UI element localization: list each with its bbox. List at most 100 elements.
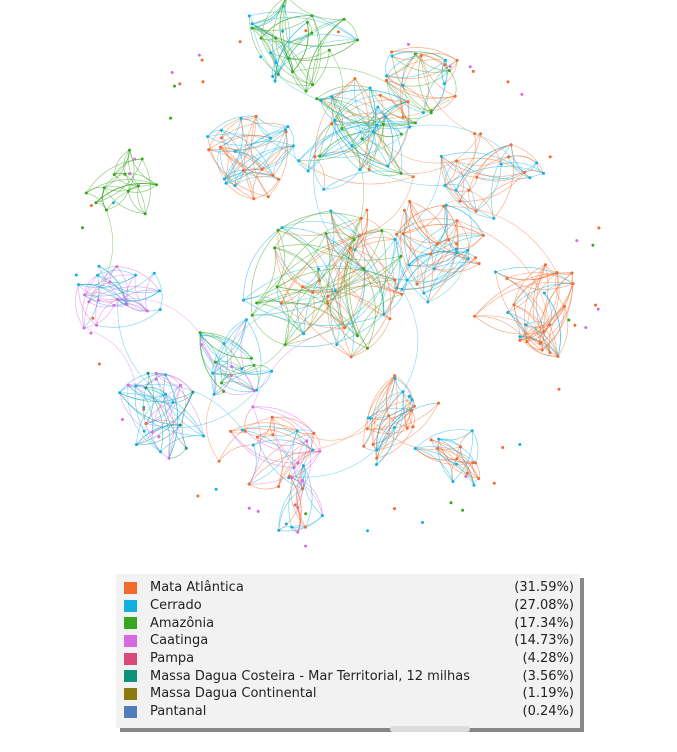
graph-edge bbox=[277, 255, 402, 292]
legend-percent: (14.73%) bbox=[514, 633, 574, 649]
graph-edge bbox=[456, 235, 484, 250]
network-graph bbox=[74, 0, 601, 548]
graph-node bbox=[320, 514, 324, 518]
graph-edge bbox=[372, 101, 409, 133]
graph-node bbox=[509, 143, 513, 147]
graph-edge bbox=[221, 381, 255, 391]
graph-node bbox=[405, 278, 409, 282]
graph-edge bbox=[243, 230, 279, 301]
graph-edge bbox=[225, 129, 286, 184]
graph-edge bbox=[313, 432, 321, 452]
graph-edge bbox=[86, 187, 105, 194]
graph-edge bbox=[274, 244, 364, 269]
graph-node bbox=[448, 65, 452, 69]
legend-item-pantanal: Pantanal (0.24%) bbox=[124, 703, 580, 721]
graph-edges bbox=[75, 0, 574, 533]
graph-edge bbox=[320, 99, 410, 130]
graph-edge bbox=[341, 128, 388, 167]
graph-node bbox=[297, 159, 301, 163]
graph-edge bbox=[181, 392, 194, 449]
graph-node bbox=[358, 168, 362, 172]
graph-edge bbox=[127, 383, 147, 389]
graph-node bbox=[406, 100, 410, 104]
graph-node bbox=[492, 481, 496, 485]
graph-edge bbox=[376, 391, 404, 465]
graph-edge bbox=[316, 85, 371, 99]
graph-node bbox=[366, 529, 369, 533]
graph-edge bbox=[296, 465, 306, 528]
graph-edge bbox=[307, 120, 336, 172]
graph-edge bbox=[456, 160, 544, 180]
graph-edge bbox=[156, 373, 194, 393]
graph-edge bbox=[255, 116, 271, 139]
graph-edge bbox=[373, 131, 457, 164]
graph-node bbox=[143, 212, 147, 216]
graph-node bbox=[542, 330, 546, 333]
graph-edge bbox=[330, 210, 351, 249]
graph-node bbox=[146, 371, 150, 375]
graph-node bbox=[252, 389, 256, 393]
graph-edge bbox=[153, 273, 163, 310]
graph-node bbox=[128, 148, 131, 152]
graph-edge bbox=[386, 80, 424, 114]
graph-edge bbox=[245, 431, 320, 454]
graph-node bbox=[202, 434, 206, 438]
graph-edge bbox=[415, 448, 454, 482]
graph-node bbox=[455, 242, 458, 246]
graph-edge bbox=[288, 440, 308, 478]
graph-edge bbox=[127, 191, 146, 215]
graph-edge bbox=[272, 145, 294, 176]
graph-node bbox=[287, 474, 291, 478]
graph-edge bbox=[103, 187, 146, 215]
graph-node bbox=[311, 83, 315, 87]
graph-node bbox=[555, 271, 559, 274]
graph-edge bbox=[443, 205, 558, 273]
graph-node bbox=[134, 384, 138, 388]
graph-node bbox=[493, 270, 497, 274]
horizontal-scrollbar[interactable] bbox=[390, 726, 470, 732]
graph-edge bbox=[97, 274, 128, 305]
graph-edge bbox=[444, 185, 494, 219]
graph-node bbox=[173, 84, 176, 88]
graph-node bbox=[229, 374, 233, 378]
graph-edge bbox=[213, 375, 232, 395]
graph-edge bbox=[117, 298, 202, 336]
legend-swatch bbox=[124, 687, 137, 700]
graph-edge bbox=[350, 237, 395, 249]
graph-edge bbox=[414, 448, 473, 465]
graph-edge bbox=[415, 446, 476, 464]
graph-edge bbox=[330, 210, 361, 236]
graph-node bbox=[401, 115, 405, 119]
graph-edge bbox=[281, 286, 303, 304]
legend-swatch bbox=[124, 599, 137, 612]
graph-edge bbox=[526, 272, 558, 342]
graph-edge bbox=[334, 120, 389, 167]
graph-node bbox=[455, 58, 459, 62]
graph-edge bbox=[95, 183, 157, 203]
graph-node bbox=[273, 246, 277, 250]
graph-node bbox=[304, 544, 308, 548]
graph-edge bbox=[109, 274, 136, 284]
graph-edge bbox=[113, 149, 130, 175]
graph-node bbox=[233, 184, 237, 188]
graph-edge bbox=[88, 286, 160, 302]
graph-edge bbox=[323, 169, 361, 190]
graph-edge bbox=[260, 15, 313, 39]
graph-edge bbox=[128, 184, 157, 193]
graph-node bbox=[435, 242, 439, 246]
graph-edge bbox=[391, 50, 450, 71]
graph-node bbox=[271, 75, 275, 78]
graph-node bbox=[471, 69, 475, 73]
graph-edge bbox=[270, 34, 358, 53]
graph-node bbox=[492, 216, 496, 220]
graph-node bbox=[380, 229, 384, 233]
graph-edge bbox=[376, 405, 415, 451]
graph-edge bbox=[396, 204, 447, 235]
graph-node bbox=[388, 317, 392, 321]
graph-edge bbox=[253, 417, 273, 446]
graph-edge bbox=[305, 50, 330, 92]
graph-edge bbox=[117, 298, 161, 312]
graph-node bbox=[333, 119, 337, 122]
graph-node bbox=[368, 416, 372, 420]
graph-edge bbox=[391, 55, 422, 60]
